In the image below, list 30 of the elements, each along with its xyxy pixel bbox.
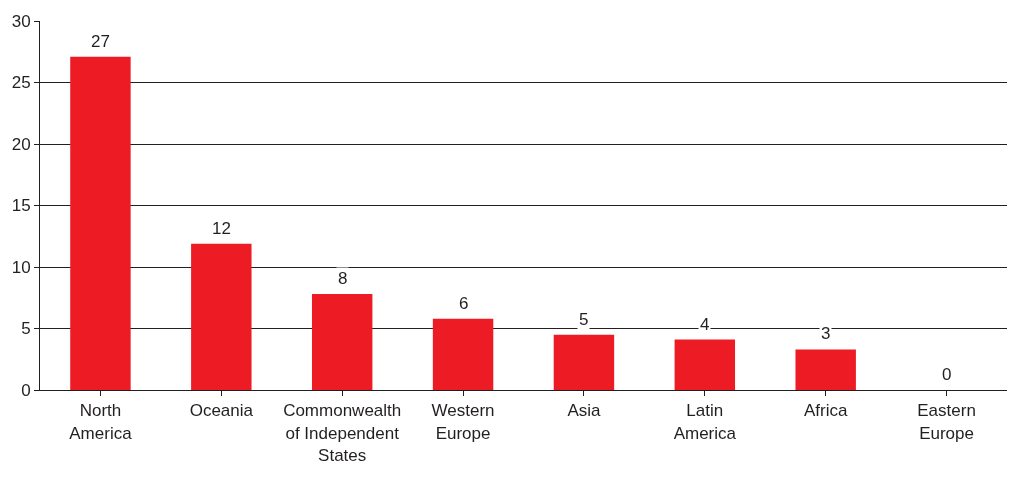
bar [70, 56, 131, 390]
bar [795, 349, 856, 390]
data-label: 6 [459, 294, 469, 313]
y-tick-label: 30 [11, 11, 31, 31]
x-tick-label: North America [69, 401, 133, 443]
bar [311, 294, 373, 390]
x-tick-label: Eastern Europe [917, 401, 976, 443]
y-tick-label: 20 [11, 134, 31, 154]
data-label: 4 [700, 315, 710, 334]
x-tick-label: Oceania [189, 401, 254, 421]
data-label: 8 [338, 269, 348, 288]
data-label: 5 [579, 310, 589, 329]
bar [553, 334, 615, 390]
bar [674, 339, 736, 390]
x-tick-label: Latin America [673, 401, 737, 443]
data-label: 12 [212, 219, 231, 238]
bar [191, 243, 252, 390]
x-tick-label: Africa [803, 401, 848, 421]
y-tick-label: 10 [11, 257, 31, 277]
bar [432, 318, 494, 390]
y-tick-label: 15 [11, 196, 31, 216]
x-tick-label: Asia [567, 401, 602, 421]
y-tick-label: 5 [21, 319, 31, 339]
data-label: 27 [91, 32, 110, 51]
data-label: 0 [942, 365, 952, 384]
y-tick-label: 25 [11, 73, 31, 93]
x-tick-label: Western Europe [431, 401, 495, 443]
x-tick-label: Commonwealth of Independent States [283, 401, 402, 465]
data-label: 3 [821, 324, 831, 343]
y-tick-label: 0 [21, 380, 31, 400]
